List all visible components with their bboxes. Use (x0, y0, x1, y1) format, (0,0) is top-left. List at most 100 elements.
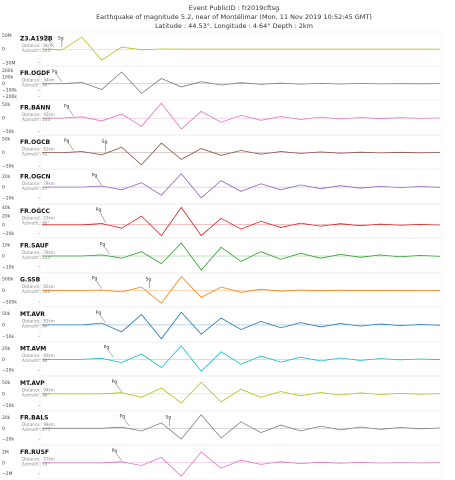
y-tick-label: 100k (2, 75, 14, 81)
trace-frame (39, 272, 443, 307)
pick-label: Pg (96, 207, 102, 213)
pick-arrow (67, 107, 75, 117)
y-tick-label: −2M (2, 471, 13, 477)
waveform (42, 142, 441, 166)
station-name: FR.RUSF (20, 449, 49, 456)
waveform (42, 414, 441, 440)
station-azimuth: Azimuth : 45° (22, 151, 49, 156)
y-tick-label: 20k (2, 346, 11, 352)
trace-frame (39, 238, 443, 273)
y-tick-label: 0 (2, 81, 5, 87)
waveform (42, 71, 441, 94)
y-tick-label: 20k (2, 214, 11, 220)
y-tick-label: 0 (2, 254, 5, 260)
y-tick-label: −100k (2, 88, 17, 94)
pick-arrow (115, 452, 122, 461)
trace-frame (39, 66, 443, 101)
station-azimuth: Azimuth : 306° (22, 289, 52, 294)
station-name: FR.OGCN (20, 173, 51, 180)
y-tick-label: −20k (2, 368, 14, 374)
y-tick-label: 0 (2, 391, 5, 397)
y-tick-label: 0 (2, 47, 5, 53)
waveform (42, 451, 441, 477)
trace-frame (39, 31, 443, 66)
y-tick-label: 0 (2, 460, 5, 466)
trace-frame (39, 169, 443, 204)
y-tick-label: −50k (2, 334, 14, 340)
waveform (42, 206, 441, 237)
y-tick-label: −50k (2, 129, 14, 135)
pick-label: Pg (52, 69, 58, 75)
station-distance: Distance : 42km (22, 112, 55, 117)
station-name: FR.BANN (20, 104, 50, 111)
trace-frame (39, 307, 443, 342)
chart-title: Event PublicID : fr2019cftsg (189, 4, 279, 12)
y-tick-label: −20k (2, 231, 14, 237)
pick-arrow (103, 245, 110, 255)
station-azimuth: Azimuth : 86° (22, 393, 49, 398)
y-tick-label: 0 (2, 288, 5, 294)
waveform (42, 242, 441, 271)
pick-arrow (99, 314, 106, 324)
pick-label: Pg (96, 310, 102, 316)
pick-label: Pg (64, 103, 70, 109)
pick-label: Pg (92, 276, 98, 282)
station-azimuth: Azimuth : 84° (22, 82, 49, 87)
station-azimuth: Azimuth : 155° (22, 255, 52, 260)
station-distance: Distance : 83km (22, 319, 55, 324)
pick-label: Sg (165, 415, 171, 421)
y-tick-label: 0 (2, 116, 5, 122)
pick-arrow (115, 383, 122, 392)
pick-arrow (47, 38, 55, 48)
trace-frame (39, 100, 443, 135)
y-tick-label: −20k (2, 195, 14, 201)
pick-arrow (99, 211, 106, 223)
trace-frame (39, 135, 443, 170)
trace-frame (39, 376, 443, 411)
y-tick-label: −500k (2, 300, 17, 306)
station-azimuth: Azimuth : 243° (22, 48, 52, 53)
y-tick-label: 0 (2, 322, 5, 328)
pick-label: Pg (112, 379, 118, 385)
pick-label: Sg (145, 277, 151, 283)
station-name: FR.OGDF (20, 70, 50, 77)
y-tick-label: 200k (2, 68, 14, 74)
pick-label: Sg (58, 36, 64, 42)
y-tick-label: −200k (2, 94, 17, 100)
station-name: FR.OGCB (20, 139, 51, 146)
y-tick-label: 0 (2, 222, 5, 228)
pick-label: Sg (102, 139, 108, 145)
station-azimuth: Azimuth : 86° (22, 220, 49, 225)
pick-arrow (67, 142, 75, 151)
pick-arrow (55, 73, 63, 82)
station-azimuth: Azimuth : 78° (22, 462, 49, 467)
y-tick-label: 50M (2, 33, 12, 39)
y-tick-label: −20k (2, 437, 14, 443)
pick-arrow (123, 417, 130, 427)
station-distance: Distance : 94km (22, 388, 55, 393)
station-name: FR.BALS (20, 415, 48, 422)
station-name: MT.AVR (20, 311, 45, 318)
station-azimuth: Azimuth : 246° (22, 117, 52, 122)
station-azimuth: Azimuth : 275° (22, 427, 52, 432)
station-distance: Distance : 97km (22, 457, 55, 462)
station-azimuth: Azimuth : 84° (22, 324, 49, 329)
waveform (42, 102, 441, 130)
pick-arrow (107, 349, 114, 358)
station-name: MT.AVP (20, 380, 45, 387)
y-tick-label: −50k (2, 164, 14, 170)
station-distance: Distance : 84km (22, 353, 55, 358)
waveform (41, 36, 440, 61)
waveform (42, 311, 441, 340)
waveform (42, 275, 441, 304)
y-tick-label: 500k (2, 276, 14, 282)
pick-arrow (95, 280, 102, 289)
station-distance: Distance : 34km (22, 77, 55, 82)
pick-label: Pg (92, 172, 98, 178)
trace-frame (39, 204, 443, 239)
pick-arrow (95, 176, 102, 186)
station-azimuth: Azimuth : 27° (22, 186, 49, 191)
y-tick-label: 0 (2, 426, 5, 432)
y-tick-label: 0 (2, 357, 5, 363)
pick-label: Pg (120, 414, 126, 420)
